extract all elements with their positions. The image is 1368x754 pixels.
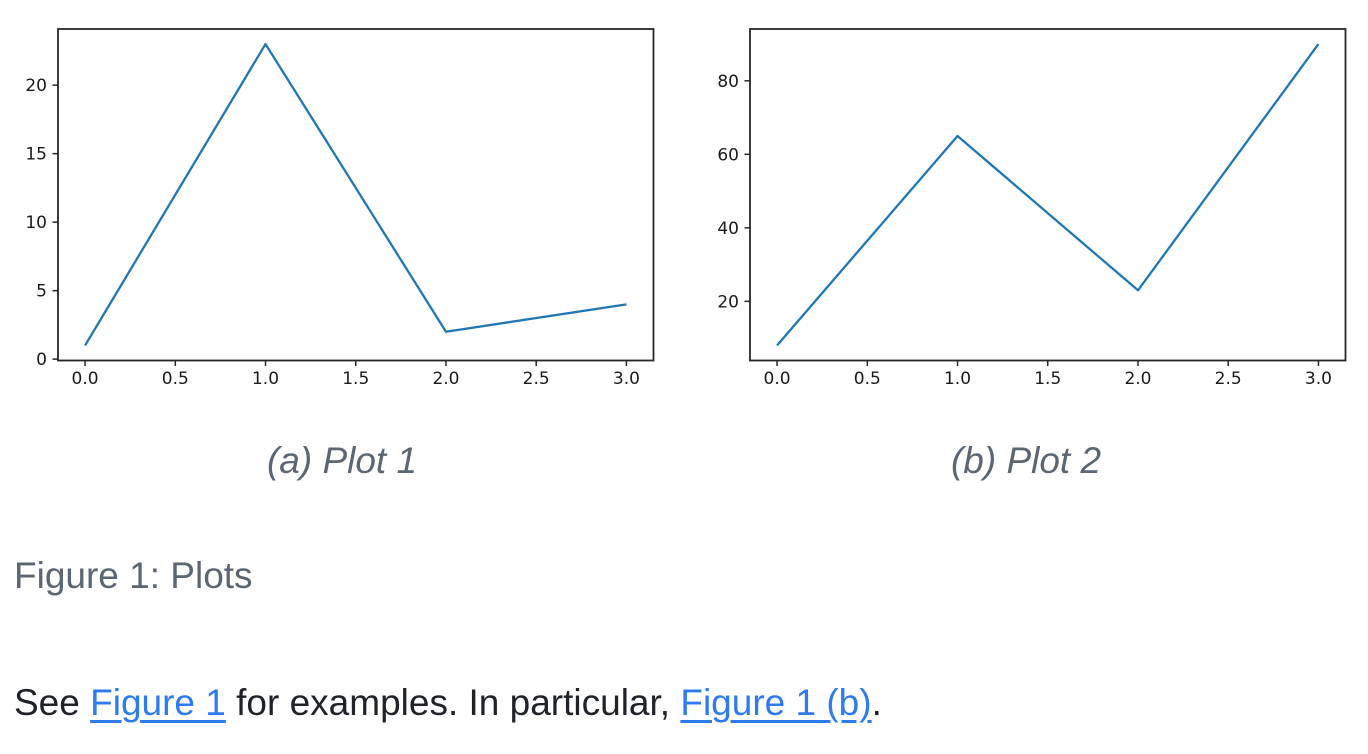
svg-text:1.0: 1.0 xyxy=(252,369,279,389)
document-page: 0.0 0.5 1.0 1.5 2.0 2.5 3.0 0 5 10 15 20 (a) Plot 1… xyxy=(0,0,1368,726)
paragraph-text: for examples. In particular, xyxy=(225,682,681,723)
svg-text:0.5: 0.5 xyxy=(854,369,881,389)
svg-text:20: 20 xyxy=(717,292,739,312)
svg-text:2.5: 2.5 xyxy=(1215,369,1242,389)
svg-text:0.0: 0.0 xyxy=(764,369,791,389)
svg-text:15: 15 xyxy=(25,145,47,165)
svg-text:3.0: 3.0 xyxy=(1305,369,1332,389)
figure-1: 0.0 0.5 1.0 1.5 2.0 2.5 3.0 0 5 10 15 20 (a) Plot 1… xyxy=(0,0,1368,484)
svg-text:80: 80 xyxy=(717,72,739,92)
svg-text:2.0: 2.0 xyxy=(432,369,459,389)
figure-caption: Figure 1: Plots xyxy=(14,555,253,596)
paragraph-text: . xyxy=(871,682,882,723)
svg-text:10: 10 xyxy=(25,213,47,233)
svg-text:1.5: 1.5 xyxy=(342,369,369,389)
svg-text:20: 20 xyxy=(25,76,47,96)
svg-text:0.5: 0.5 xyxy=(162,369,189,389)
subfigure-b-caption: (b) Plot 2 xyxy=(950,440,1102,481)
svg-text:0: 0 xyxy=(36,350,47,370)
svg-text:1.0: 1.0 xyxy=(944,369,971,389)
svg-text:1.5: 1.5 xyxy=(1034,369,1061,389)
body-paragraph: See Figure 1 for examples. In particular… xyxy=(0,680,1368,726)
svg-text:3.0: 3.0 xyxy=(613,369,640,389)
figure-1-link[interactable]: Figure 1 xyxy=(90,682,226,723)
svg-text:60: 60 xyxy=(717,145,739,165)
subfigure-b: 0.0 0.5 1.0 1.5 2.0 2.5 3.0 20 40 60 80 (b) Plot 2 xyxy=(684,0,1368,484)
svg-text:40: 40 xyxy=(717,219,739,239)
plot-b-chart: 0.0 0.5 1.0 1.5 2.0 2.5 3.0 20 40 60 80 xyxy=(717,28,1347,389)
subfigure-a: 0.0 0.5 1.0 1.5 2.0 2.5 3.0 0 5 10 15 20 (a) Plot 1 xyxy=(0,0,684,484)
plot-a-chart: 0.0 0.5 1.0 1.5 2.0 2.5 3.0 0 5 10 15 20 xyxy=(25,28,655,389)
svg-text:5: 5 xyxy=(36,282,47,302)
svg-text:2.5: 2.5 xyxy=(523,369,550,389)
paragraph-text: See xyxy=(14,682,91,723)
svg-text:2.0: 2.0 xyxy=(1124,369,1151,389)
figure-1b-link[interactable]: Figure 1 (b) xyxy=(680,682,872,723)
subfigure-a-caption: (a) Plot 1 xyxy=(266,440,418,481)
svg-text:0.0: 0.0 xyxy=(72,369,99,389)
